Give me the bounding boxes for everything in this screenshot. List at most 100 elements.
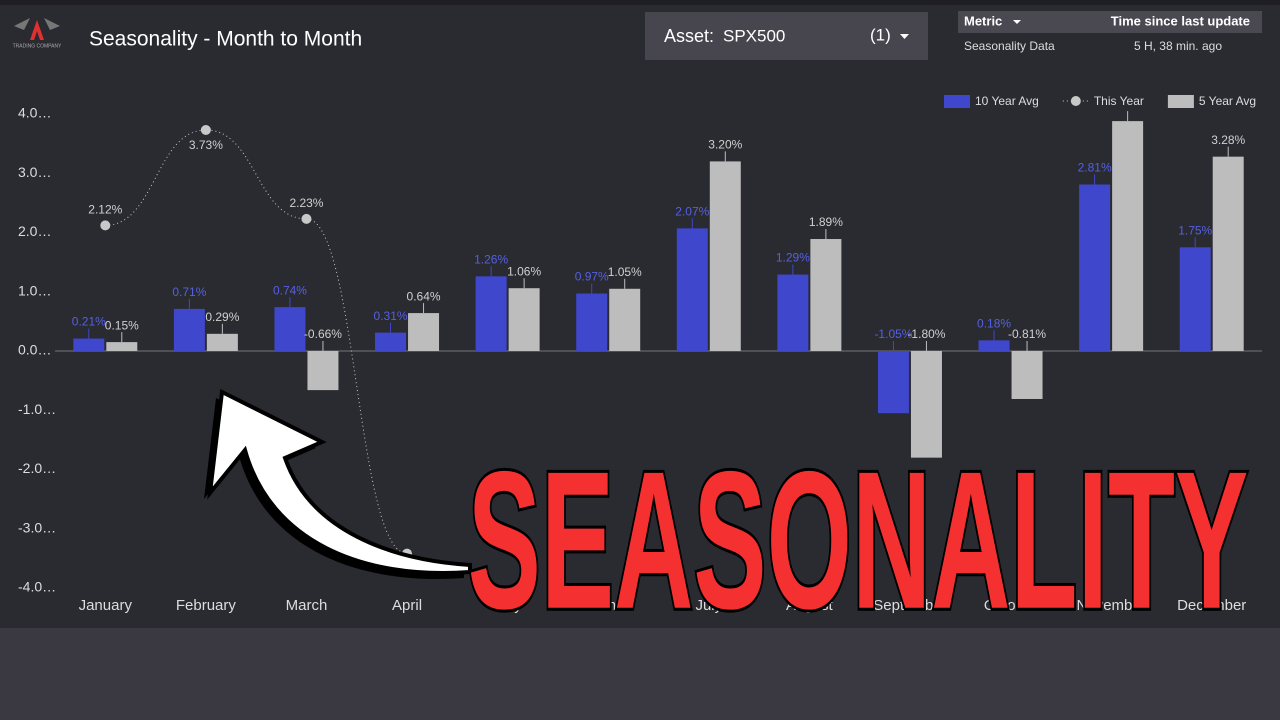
asset-count: (1) (870, 25, 891, 44)
x-tick-label: October (984, 597, 1037, 614)
x-tick-label: December (1177, 597, 1246, 614)
legend-label: 5 Year Avg (1199, 94, 1256, 108)
legend-item: This Year (1062, 94, 1144, 108)
bar (475, 276, 507, 351)
bar (173, 308, 205, 351)
legend-swatch (1167, 95, 1194, 108)
value-label: -0.81% (1008, 327, 1046, 341)
bar (1179, 247, 1211, 351)
value-label: 0.71% (172, 285, 206, 299)
y-tick-label: 0.0… (18, 342, 51, 358)
value-label: 0.21% (72, 315, 106, 329)
bar (609, 288, 641, 351)
point (200, 124, 211, 135)
value-label: -1.80% (907, 327, 945, 341)
page-title: Seasonality - Month to Month (89, 28, 362, 51)
value-label: 1.29% (776, 251, 810, 265)
bar (106, 342, 138, 351)
bar (1212, 156, 1244, 351)
table-cell: Seasonality Data (964, 39, 1055, 53)
bar (375, 332, 407, 351)
legend-item: 5 Year Avg (1167, 94, 1256, 108)
bar (910, 351, 942, 458)
value-label: 3.28% (1211, 133, 1245, 147)
arrow (207, 388, 472, 575)
bar (576, 293, 608, 351)
overlay-title: SEASONALITY (468, 430, 1249, 650)
asset-dropdown[interactable]: Asset: SPX500 (1) (645, 12, 928, 60)
x-tick-label: March (286, 597, 328, 614)
x-tick-label: August (786, 597, 834, 614)
x-tick-label: May (493, 597, 522, 614)
value-label: 1.75% (1178, 223, 1212, 237)
table-cell: 5 H, 38 min. ago (1134, 39, 1222, 53)
value-label: 1.05% (608, 265, 642, 279)
bar (810, 239, 842, 351)
y-tick-label: 2.0… (18, 223, 51, 239)
value-label: -1.05% (874, 327, 912, 341)
bar (877, 351, 909, 414)
bar (274, 307, 306, 351)
value-label: 0.31% (374, 309, 408, 323)
x-tick-label: February (176, 597, 237, 614)
point (301, 213, 312, 224)
asset-value: SPX500 (723, 26, 785, 45)
bar (978, 340, 1010, 351)
y-tick-label: 1.0… (18, 282, 51, 298)
value-label: 0.97% (575, 270, 609, 284)
asset-label: Asset: (664, 26, 714, 46)
value-label: 0.64% (407, 289, 441, 303)
bar (1011, 351, 1043, 399)
bar (1079, 184, 1111, 351)
x-tick-label: June (592, 597, 625, 614)
y-tick-label: -1.0… (18, 401, 56, 417)
bar (408, 313, 440, 351)
bar (709, 161, 741, 351)
value-label: 2.23% (289, 196, 323, 210)
x-tick-label: January (79, 597, 133, 614)
y-tick-label: -2.0… (18, 460, 56, 476)
value-label: 1.06% (507, 264, 541, 278)
dropdown-box[interactable] (645, 12, 928, 60)
value-label: 3.20% (708, 138, 742, 152)
value-label: 3.73% (189, 138, 223, 152)
x-tick-label: November (1077, 597, 1146, 614)
caret (1013, 20, 1021, 24)
y-tick-label: 4.0… (18, 105, 51, 121)
bar (777, 274, 809, 351)
x-tick-label: September (873, 597, 946, 614)
table-column[interactable]: Metric (964, 13, 1002, 28)
bar (73, 338, 105, 351)
legend-dot (1070, 96, 1081, 106)
bar (1112, 121, 1144, 351)
value-label: 1.89% (809, 215, 843, 229)
bar (676, 228, 708, 351)
value-label: 0.18% (977, 317, 1011, 331)
legend-label: 10 Year Avg (975, 94, 1039, 108)
x-tick-label: July (695, 597, 722, 614)
legend-label: This Year (1094, 94, 1144, 108)
logo-text: TRADING COMPANY (13, 43, 62, 49)
table-header (958, 11, 1262, 33)
value-label: -0.66% (304, 327, 342, 341)
value-label: 2.12% (88, 203, 122, 217)
value-label: 0.29% (205, 310, 239, 324)
value-label: 2.07% (675, 205, 709, 219)
logo-wings (14, 18, 60, 30)
legend-swatch (944, 95, 970, 108)
bar (307, 351, 339, 391)
bar (508, 288, 540, 351)
y-tick-label: -4.0… (18, 579, 56, 595)
legend-item: 10 Year Avg (944, 94, 1039, 108)
caret (900, 34, 909, 39)
value-label: 2.81% (1078, 161, 1112, 175)
logo-mark (30, 20, 44, 40)
value-label: 1.26% (474, 253, 508, 267)
table-column: Time since last update (1111, 13, 1250, 28)
y-tick-label: -3.0… (18, 519, 56, 535)
value-label: 0.15% (105, 318, 139, 332)
top-edge (0, 0, 1280, 5)
bar (206, 333, 238, 351)
